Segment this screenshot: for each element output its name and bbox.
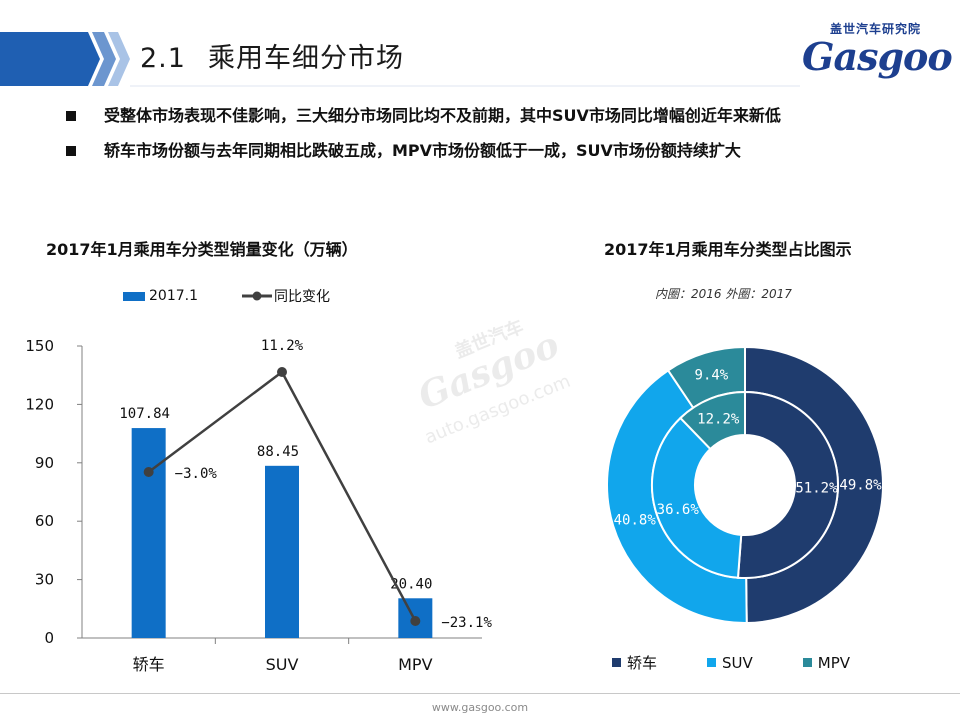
donut-chart: 49.8% 40.8% 9.4% 51.2% 36.6% 12.2% [606,346,884,625]
legend-line-label: 同比变化 [274,289,330,305]
legend-bar-label: 2017.1 [149,288,198,304]
y-tick-label: 90 [35,454,54,472]
bullet-square-icon [66,111,76,121]
x-tick-label: 轿车 [133,655,165,674]
yoy-data-label: 11.2% [261,338,304,354]
legend-suv-label: SUV [722,653,753,672]
inner-ring-label: 12.2% [697,412,740,428]
inner-ring-slice [736,390,839,579]
legend-line-marker [242,291,272,301]
section-number: 2.1 [140,43,186,74]
legend-suv-swatch [707,658,717,667]
y-tick-label: 30 [35,571,54,589]
bar-data-label: 107.84 [119,406,170,422]
y-tick-label: 0 [44,629,54,647]
outer-ring-label: 49.8% [839,477,882,493]
yoy-point [277,367,287,377]
footer-divider [0,693,960,694]
inner-ring-label: 51.2% [795,481,838,497]
bar-data-label: 20.40 [390,576,432,592]
bar-chart-legend: 2017.1 同比变化 [123,286,330,306]
bar-data-label: 88.45 [257,444,299,460]
x-tick-label: MPV [398,655,432,674]
page-title: 2.1 乘用车细分市场 [140,36,404,75]
bar-chart-title: 2017年1月乘用车分类型销量变化（万辆） [46,240,358,259]
logo-en-text: Gasgoo [802,34,953,79]
yoy-data-label: −3.0% [175,466,218,482]
bar-chart: 0 30 60 90 120 150 107.84 轿车 88.45 SUV 20.40 MPV −3.… [25,337,492,674]
yoy-point [143,467,154,477]
section-title: 乘用车细分市场 [207,43,404,74]
bar [131,428,166,638]
x-tick-label: SUV [266,655,299,674]
y-tick-label: 120 [25,395,54,413]
header-chevron-decoration [0,32,800,87]
slide-header: 2.1 乘用车细分市场 盖世汽车研究院 Gasgoo [0,0,960,95]
inner-ring-slice [679,390,746,451]
inner-ring-slice [651,416,743,579]
outer-ring-label: 40.8% [614,512,657,528]
legend-mpv-swatch [802,658,812,667]
outer-ring-label: 9.4% [695,367,729,383]
bullet-text: 受整体市场表现不佳影响，三大细分市场同比均不及前期，其中SUV市场同比增幅创近年… [104,106,781,125]
legend-sedan-label: 轿车 [627,654,658,672]
pie-chart-note: 内圈：2016 外圈：2017 [655,287,792,301]
yoy-point [410,616,421,626]
y-tick-label: 60 [35,512,54,530]
yoy-data-label: −23.1% [441,615,492,631]
legend-sedan-swatch [612,658,621,667]
bullet-text: 轿车市场份额与去年同期相比跌破五成，MPV市场份额低于一成，SUV市场份额持续扩… [104,141,741,160]
inner-ring-label: 36.6% [657,502,700,518]
bullet-square-icon [66,146,76,156]
y-tick-label: 150 [25,337,54,355]
legend-mpv-label: MPV [817,653,851,672]
bullet-item: 受整体市场表现不佳影响，三大细分市场同比均不及前期，其中SUV市场同比增幅创近年… [66,102,896,130]
footer-url: www.gasgoo.com [431,701,529,714]
pie-chart-title: 2017年1月乘用车分类型占比图示 [604,240,852,259]
gasgoo-logo: 盖世汽车研究院 Gasgoo [790,18,953,82]
bar [265,465,299,638]
bullet-item: 轿车市场份额与去年同期相比跌破五成，MPV市场份额低于一成，SUV市场份额持续扩… [66,137,896,165]
pie-chart-legend: 轿车 SUV MPV [612,652,850,673]
logo-cn-text: 盖世汽车研究院 [830,22,922,36]
bullet-list: 受整体市场表现不佳影响，三大细分市场同比均不及前期，其中SUV市场同比增幅创近年… [66,102,896,172]
legend-bar-swatch [123,291,145,301]
